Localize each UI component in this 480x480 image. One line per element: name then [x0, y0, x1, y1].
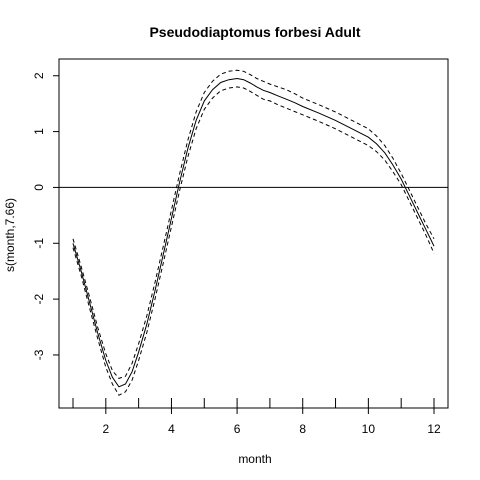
chart-title: Pseudodiaptomus forbesi Adult — [149, 24, 360, 40]
confidence-band-line — [72, 86, 435, 396]
x-tick-label: 10 — [362, 422, 376, 436]
smooth-fit-line — [72, 77, 435, 388]
x-tick-label: 6 — [234, 422, 241, 436]
y-tick-label: -2 — [32, 293, 46, 304]
plot-frame — [58, 58, 449, 409]
y-tick-label: 2 — [32, 72, 46, 79]
y-tick-label: -3 — [32, 349, 46, 360]
x-tick-label: 2 — [102, 422, 109, 436]
x-tick-label: 12 — [427, 422, 441, 436]
x-tick-label: 8 — [299, 422, 306, 436]
y-tick-label: -1 — [32, 238, 46, 249]
confidence-band-line — [72, 69, 435, 379]
y-axis-label: s(month,7.66) — [3, 198, 17, 272]
x-tick-label: 4 — [168, 422, 175, 436]
y-tick-label: 0 — [32, 184, 46, 191]
x-axis-label: month — [238, 452, 271, 466]
y-tick-label: 1 — [32, 128, 46, 135]
